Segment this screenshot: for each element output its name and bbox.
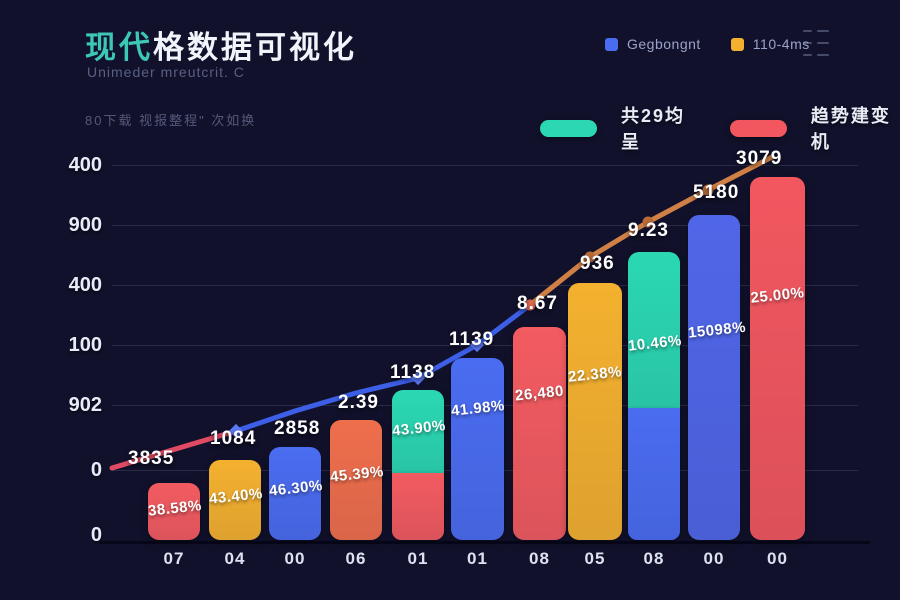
title-rest: 格数据可视化 bbox=[153, 30, 357, 65]
x-axis-tick-label: 00 bbox=[767, 549, 788, 568]
line-point-label: 1138 bbox=[390, 362, 436, 383]
x-axis-tick-label: 08 bbox=[529, 549, 550, 568]
legend-pill-icon bbox=[729, 119, 787, 137]
gridline bbox=[112, 225, 858, 226]
legend-label: 共29均呈 bbox=[620, 106, 685, 152]
bar-segment[interactable] bbox=[568, 283, 622, 540]
y-axis-tick-label: 100 bbox=[68, 334, 102, 356]
gridline bbox=[112, 285, 858, 286]
legend-label: Gegbongnt bbox=[627, 36, 701, 52]
series-legend-item[interactable]: 共29均呈 bbox=[540, 102, 696, 154]
top-legend-item[interactable]: 110-4ms bbox=[730, 36, 810, 52]
line-point-label: 1084 bbox=[210, 428, 257, 449]
bar-segment[interactable] bbox=[209, 460, 261, 540]
bar-segment[interactable] bbox=[688, 215, 740, 540]
top-legend: Gegbongnt 110-4ms bbox=[605, 36, 810, 52]
series-legend-item[interactable]: 趋势建变机 bbox=[729, 102, 900, 154]
line-point-label: 3079 bbox=[736, 148, 783, 169]
y-axis-tick-label: 400 bbox=[68, 274, 102, 296]
y-axis-tick-label: 0 bbox=[90, 459, 102, 481]
meta-text: 80下载 视报整程" 次如换 bbox=[85, 113, 257, 128]
x-axis-tick-label: 00 bbox=[284, 549, 306, 568]
x-axis-tick-label: 04 bbox=[224, 549, 246, 568]
bar-segment[interactable] bbox=[451, 358, 504, 540]
line-point-label: 936 bbox=[580, 253, 615, 274]
line-point-label: 2858 bbox=[274, 418, 321, 439]
bar-segment[interactable] bbox=[750, 177, 805, 540]
page-subtitle: Unimeder mreutcrit. C bbox=[87, 64, 245, 80]
x-axis-tick-label: 01 bbox=[467, 549, 488, 568]
legend-label: 趋势建变机 bbox=[810, 106, 891, 152]
legend-pill-icon bbox=[540, 119, 597, 137]
line-point-label: 8.67 bbox=[517, 293, 558, 314]
bar-segment[interactable] bbox=[628, 408, 680, 540]
line-point-label: 5180 bbox=[693, 182, 740, 203]
bar-segment[interactable] bbox=[392, 473, 444, 540]
line-point-label: 2.39 bbox=[338, 392, 379, 413]
bar-segment[interactable] bbox=[330, 420, 382, 540]
series-legend: 共29均呈 趋势建变机 bbox=[540, 102, 900, 154]
y-axis-tick-label: 900 bbox=[68, 214, 102, 236]
x-axis-tick-label: 07 bbox=[163, 549, 185, 568]
x-axis-tick-label: 00 bbox=[703, 549, 725, 568]
gridline bbox=[112, 165, 858, 166]
y-axis-tick-label: 400 bbox=[68, 154, 102, 176]
top-legend-item[interactable]: Gegbongnt bbox=[605, 36, 701, 52]
x-axis-tick-label: 08 bbox=[643, 549, 665, 568]
line-point-label: 3835 bbox=[128, 448, 175, 469]
x-axis-tick-label: 05 bbox=[584, 549, 606, 568]
menu-icon[interactable] bbox=[803, 30, 833, 56]
x-axis-tick-label: 06 bbox=[345, 549, 367, 568]
x-axis-tick-label: 01 bbox=[407, 549, 429, 568]
bar-segment[interactable] bbox=[513, 327, 566, 540]
page-title: 现代格数据可视化 bbox=[85, 22, 357, 67]
bar-segment[interactable] bbox=[269, 447, 321, 540]
x-axis-baseline bbox=[100, 541, 870, 544]
bar-segment[interactable] bbox=[148, 483, 200, 540]
legend-swatch-icon bbox=[730, 37, 744, 51]
legend-label: 110-4ms bbox=[752, 36, 810, 52]
y-axis-tick-label: 0 bbox=[90, 524, 102, 546]
line-point-label: 9.23 bbox=[628, 220, 669, 241]
y-axis-tick-label: 902 bbox=[68, 394, 102, 416]
bar-segment[interactable] bbox=[628, 252, 680, 408]
title-accent: 现代 bbox=[85, 30, 153, 65]
line-point-label: 1139 bbox=[449, 329, 495, 350]
legend-swatch-icon bbox=[605, 37, 618, 51]
